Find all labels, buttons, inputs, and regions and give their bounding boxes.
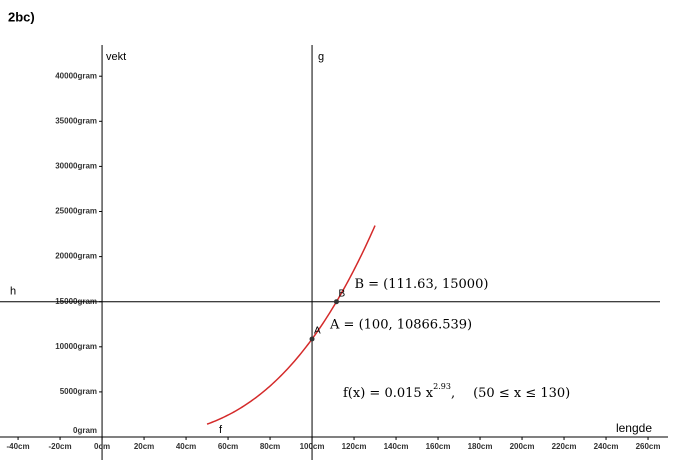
x-tick-label: 260cm (636, 442, 661, 451)
point-label: A = (100, 10866.539) (329, 317, 472, 332)
y-tick-label: 35000gram (55, 116, 97, 125)
y-tick-label: 5000gram (60, 387, 97, 396)
x-tick-label: 220cm (552, 442, 577, 451)
x-tick-label: 140cm (384, 442, 409, 451)
x-tick-label: -20cm (48, 442, 71, 451)
x-tick-label: 0cm (94, 442, 110, 451)
x-tick-label: 80cm (260, 442, 280, 451)
formula-part: (50 ≤ x ≤ 130) (473, 386, 570, 401)
x-axis-label: lengde (616, 421, 652, 435)
point (309, 336, 315, 342)
point-label: B = (111.63, 15000) (354, 277, 488, 292)
function-curve (206, 225, 376, 425)
x-tick-label: 160cm (426, 442, 451, 451)
y-tick-label: 0gram (73, 426, 97, 435)
point (333, 299, 339, 305)
x-tick-label: 20cm (134, 442, 154, 451)
page-title: 2bc) (8, 9, 35, 24)
formula-part: , (451, 386, 455, 401)
x-tick-label: -40cm (6, 442, 29, 451)
y-tick-label: 10000gram (55, 342, 97, 351)
x-tick-label: 60cm (218, 442, 238, 451)
formula-part: 2.93 (433, 382, 451, 391)
y-tick-label: 25000gram (55, 207, 97, 216)
formula-part: f(x) = 0.015 x (343, 386, 434, 401)
x-tick-label: 40cm (176, 442, 196, 451)
y-tick-label: 30000gram (55, 162, 97, 171)
point-name: B (338, 288, 345, 299)
line-label: h (10, 286, 16, 298)
x-tick-label: 180cm (468, 442, 493, 451)
line-label: g (318, 51, 324, 63)
function-formula: f(x) = 0.015 x2.93, (50 ≤ x ≤ 130) (343, 382, 570, 401)
x-tick-label: 120cm (342, 442, 367, 451)
y-tick-label: 20000gram (55, 252, 97, 261)
point-name: A (314, 326, 321, 337)
x-tick-label: 200cm (510, 442, 535, 451)
y-tick-label: 40000gram (55, 71, 97, 80)
x-tick-label: 240cm (594, 442, 619, 451)
y-axis-label: vekt (106, 51, 126, 63)
function-name: f (219, 424, 223, 436)
